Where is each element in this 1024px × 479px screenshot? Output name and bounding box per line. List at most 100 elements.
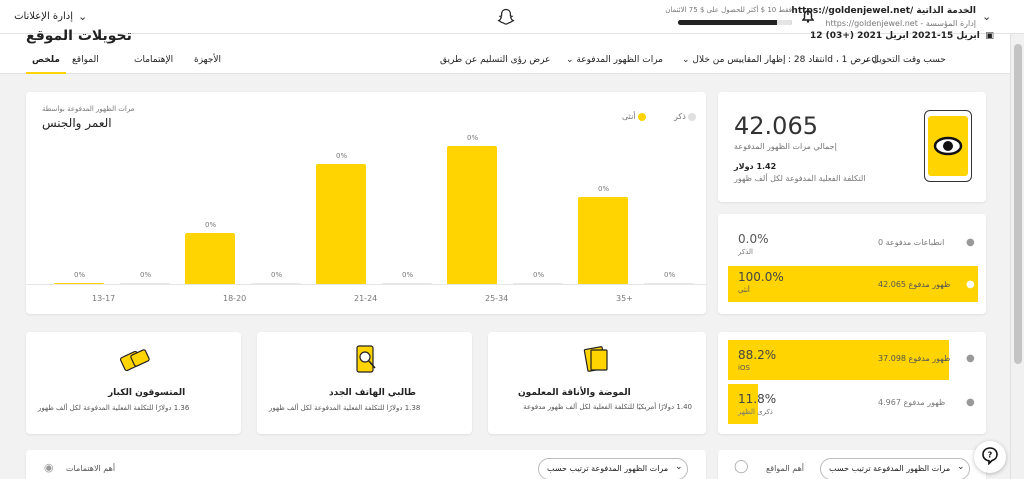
- age-gender-chart-card: مرات الظهور المدفوعة بواسطة العمر والجنس…: [26, 92, 706, 314]
- sort-locations-chevron-icon: ⌄: [957, 462, 965, 472]
- android-row: 11.8% ذكرى الظهر ظهور مدفوع 4.967 ●: [728, 384, 978, 424]
- android-pct: 11.8%: [738, 392, 777, 406]
- credit-progress-remaining: [777, 20, 792, 25]
- audience-card-fashion[interactable]: الموضة والأناقة المعلمون 1.40 دولارًا أم…: [488, 332, 706, 434]
- ads-manager-menu[interactable]: إدارة الإعلانات: [14, 11, 73, 22]
- female-impressions: ظهور مدفوع 42.065: [878, 280, 951, 289]
- bar-female[interactable]: [54, 282, 104, 284]
- help-button[interactable]: ?: [974, 441, 1006, 473]
- x-tick-label: 13-17: [92, 294, 116, 303]
- bar-data-label: 0%: [402, 270, 414, 279]
- metrics-dropdown[interactable]: ⌄ إظهار المقاييس من خلال: [682, 55, 786, 65]
- audience-cost-fashion: 1.40 دولارًا أمريكيًا للتكلفة الفعلية لك…: [523, 403, 692, 411]
- page-scrollbar[interactable]: [1010, 34, 1024, 479]
- male-impressions: انطباعات مدفوعة 0: [878, 238, 945, 247]
- audience-cost-big-shoppers: 1.36 دولارًا للتكلفة الفعلية المدفوعة لك…: [38, 404, 190, 412]
- top-locations-card: أهم المواقع ◯ ⌄ مرات الظهور المدفوعة ترت…: [718, 450, 986, 479]
- tab-devices[interactable]: الأجهزة: [194, 55, 222, 65]
- bar-data-label: 0%: [664, 270, 676, 279]
- bar-data-label: 0%: [467, 134, 479, 142]
- org-title[interactable]: الخدمة الذاتية /https://goldenjewel.net: [791, 6, 976, 16]
- bar-data-label: 0%: [598, 185, 610, 193]
- org-subtitle: إدارة المؤسسة - https://goldenjewel.net: [825, 19, 976, 28]
- total-impressions-label: إجمالي مرات الظهور المدفوعة: [734, 142, 837, 151]
- x-tick-label: 21-24: [354, 294, 378, 303]
- top-interests-card: أهم الاهتمامات ◉ ⌄ مرات الظهور المدفوعة …: [26, 450, 706, 479]
- tab-interests[interactable]: الإهتمامات: [134, 55, 174, 65]
- bar-female[interactable]: [185, 233, 235, 284]
- bar-female[interactable]: [447, 146, 497, 284]
- bar-data-label: 0%: [271, 270, 283, 279]
- account-chevron-icon[interactable]: ⌄: [982, 10, 992, 23]
- conversion-time-chevron-icon: ⌄: [862, 55, 870, 65]
- tab-locations[interactable]: المواقع: [72, 55, 99, 65]
- bar-male[interactable]: [513, 282, 563, 284]
- page-scrollbar-thumb[interactable]: [1014, 44, 1022, 364]
- bell-icon[interactable]: [801, 10, 815, 26]
- android-icon: ●: [966, 397, 975, 408]
- top-bar: ⌄ الخدمة الذاتية /https://goldenjewel.ne…: [0, 0, 1024, 34]
- legend-male[interactable]: ذكر: [674, 112, 697, 121]
- sort-interests-chevron-icon: ⌄: [675, 462, 683, 472]
- chart-title: العمر والجنس: [42, 116, 112, 130]
- audience-card-phone-seekers[interactable]: طالبي الهاتف الجدد 1.38 دولارًا للتكلفة …: [257, 332, 472, 434]
- bar-male[interactable]: [644, 282, 694, 284]
- tab-summary[interactable]: ملخص: [26, 50, 66, 74]
- conversion-time-label: حسب وقت التحويل: [872, 55, 946, 65]
- date-range-picker[interactable]: ابريل 15-2021 ابريل 2021 (+03) 12 ▣: [810, 28, 994, 42]
- phone-search-icon: [351, 344, 381, 379]
- menu-chevron-icon[interactable]: ⌄: [78, 10, 88, 23]
- ios-row: 88.2% iOS ظهور مدفوع 37.098 ●: [728, 340, 978, 380]
- clothing-icon: [582, 344, 612, 377]
- bar-female[interactable]: [578, 197, 628, 284]
- tab-summary-label: ملخص: [31, 55, 60, 65]
- male-row: 0.0% الذكر انطباعات مدفوعة 0 ●: [728, 228, 978, 264]
- bar-female[interactable]: [316, 164, 366, 284]
- android-fill-bar: [728, 384, 758, 424]
- sort-locations-dropdown[interactable]: ⌄ مرات الظهور المدفوعة ترتيب حسب: [820, 458, 970, 479]
- attribution-window-filter[interactable]: dعرض 1 ، dانتقاد 28 :: [788, 55, 878, 65]
- ios-fill-bar: [728, 340, 949, 380]
- bar-data-label: 0%: [533, 270, 545, 279]
- cost-per-mille-value: 1.42 دولار: [734, 162, 777, 171]
- top-locations-label: أهم المواقع: [766, 464, 805, 473]
- paid-impressions-chevron-icon: ⌄: [566, 55, 574, 65]
- audience-title-fashion: الموضة والأناقة المعلمون: [518, 388, 631, 398]
- paid-impressions-label: مرات الظهور المدفوعة: [576, 55, 663, 65]
- location-pin-icon: ◯: [734, 459, 749, 474]
- female-icon: ●: [966, 279, 975, 290]
- legend-female[interactable]: أنثى: [622, 112, 647, 121]
- ios-label: iOS: [738, 364, 750, 372]
- sort-interests-label: مرات الظهور المدفوعة ترتيب حسب: [547, 464, 669, 473]
- delivery-insights-filter[interactable]: عرض رؤى التسليم عن طريق: [440, 55, 551, 65]
- credit-text: فقط 10 $ أكثر للحصول على $ 75 الائتمان: [665, 6, 792, 14]
- bar-male[interactable]: [251, 282, 301, 284]
- bar-male[interactable]: [382, 282, 432, 284]
- female-row: 100.0% أنثى ظهور مدفوع 42.065 ●: [728, 266, 978, 302]
- snapchat-ghost-icon: [497, 8, 515, 29]
- date-range-text: ابريل 15-2021 ابريل 2021 (+03) 12: [810, 31, 980, 41]
- female-label: أنثى: [738, 286, 750, 294]
- paid-impressions-dropdown[interactable]: ⌄ مرات الظهور المدفوعة: [566, 55, 663, 65]
- audience-cost-phone-seekers: 1.38 دولارًا للتكلفة الفعلية المدفوعة لك…: [269, 404, 421, 412]
- audience-card-big-shoppers[interactable]: المتسوقون الكبار 1.36 دولارًا للتكلفة ال…: [26, 332, 241, 434]
- legend-male-label: ذكر: [674, 112, 686, 121]
- sort-interests-dropdown[interactable]: ⌄ مرات الظهور المدفوعة ترتيب حسب: [538, 458, 688, 479]
- bar-data-label: 0%: [336, 152, 348, 160]
- os-breakdown-card: 88.2% iOS ظهور مدفوع 37.098 ● 11.8% ذكرى…: [718, 332, 986, 434]
- calendar-icon: ▣: [985, 31, 994, 41]
- android-impressions: ظهور مدفوع 4.967: [878, 398, 946, 407]
- chart-plot-area: 13-17 0% 0% 18-20 0% 0% 21-24 0% 0% 25-34 0% 0% 35+ 0…: [26, 92, 706, 314]
- svg-text:?: ?: [988, 451, 993, 460]
- legend-female-dot-icon: [638, 112, 647, 121]
- credit-progress-fill: [678, 20, 778, 25]
- shopping-tag-icon: [118, 346, 152, 379]
- total-impressions-card: 42.065 إجمالي مرات الظهور المدفوعة 1.42 …: [718, 92, 986, 202]
- conversion-time-dropdown[interactable]: ⌄ حسب وقت التحويل: [862, 55, 946, 65]
- female-fill-bar: [728, 266, 978, 302]
- bar-male[interactable]: [120, 282, 170, 284]
- top-interests-label: أهم الاهتمامات: [66, 464, 116, 473]
- bar-data-label: 0%: [74, 270, 86, 279]
- ios-icon: ●: [966, 353, 975, 364]
- android-label: ذكرى الظهر: [738, 408, 773, 416]
